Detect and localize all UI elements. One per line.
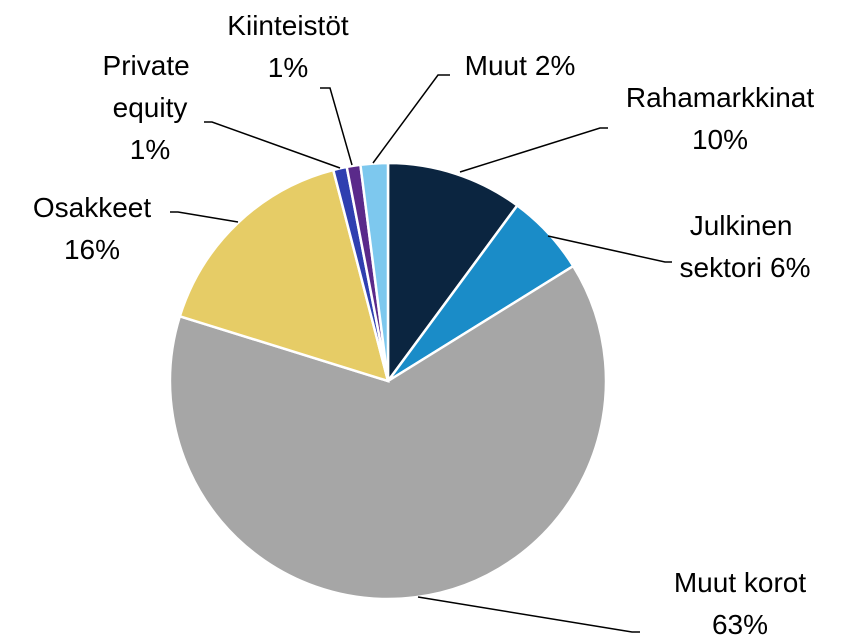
data-label: Muut 2% — [465, 50, 576, 81]
value-label: 63% — [712, 609, 768, 639]
data-label: Private equity 1% — [103, 50, 198, 165]
leader-line — [204, 121, 341, 169]
leader-line — [320, 87, 353, 166]
category-label: Osakkeet — [33, 192, 151, 223]
data-label: Osakkeet 16% — [33, 192, 151, 265]
category-label: Muut korot — [674, 567, 806, 598]
pie-slice — [178, 168, 390, 383]
value-label: 1% — [268, 52, 308, 83]
leader-line — [417, 596, 640, 633]
value-label: 10% — [692, 124, 748, 155]
pie-slice — [386, 161, 520, 385]
category-label: Muut — [465, 50, 527, 81]
category-label: Julkinen sektori — [680, 210, 801, 283]
category-label: Kiinteistöt — [227, 10, 349, 41]
pie-slice — [168, 264, 608, 601]
value-label: 6% — [770, 252, 810, 283]
category-label: Private equity — [103, 50, 198, 123]
leader-line — [547, 235, 672, 263]
data-label: Kiinteistöt 1% — [227, 10, 349, 83]
value-label: 1% — [130, 134, 170, 165]
value-label: 2% — [535, 50, 575, 81]
data-label: Rahamarkkinat 10% — [626, 82, 815, 155]
data-label: Muut korot 63% — [674, 567, 806, 639]
leader-line — [372, 74, 450, 164]
pie-slice — [359, 161, 390, 382]
data-label: Julkinen sektori 6% — [680, 210, 811, 283]
category-label: Rahamarkkinat — [626, 82, 815, 113]
leader-line — [170, 211, 239, 223]
value-label: 16% — [64, 234, 120, 265]
leader-line — [459, 127, 608, 173]
